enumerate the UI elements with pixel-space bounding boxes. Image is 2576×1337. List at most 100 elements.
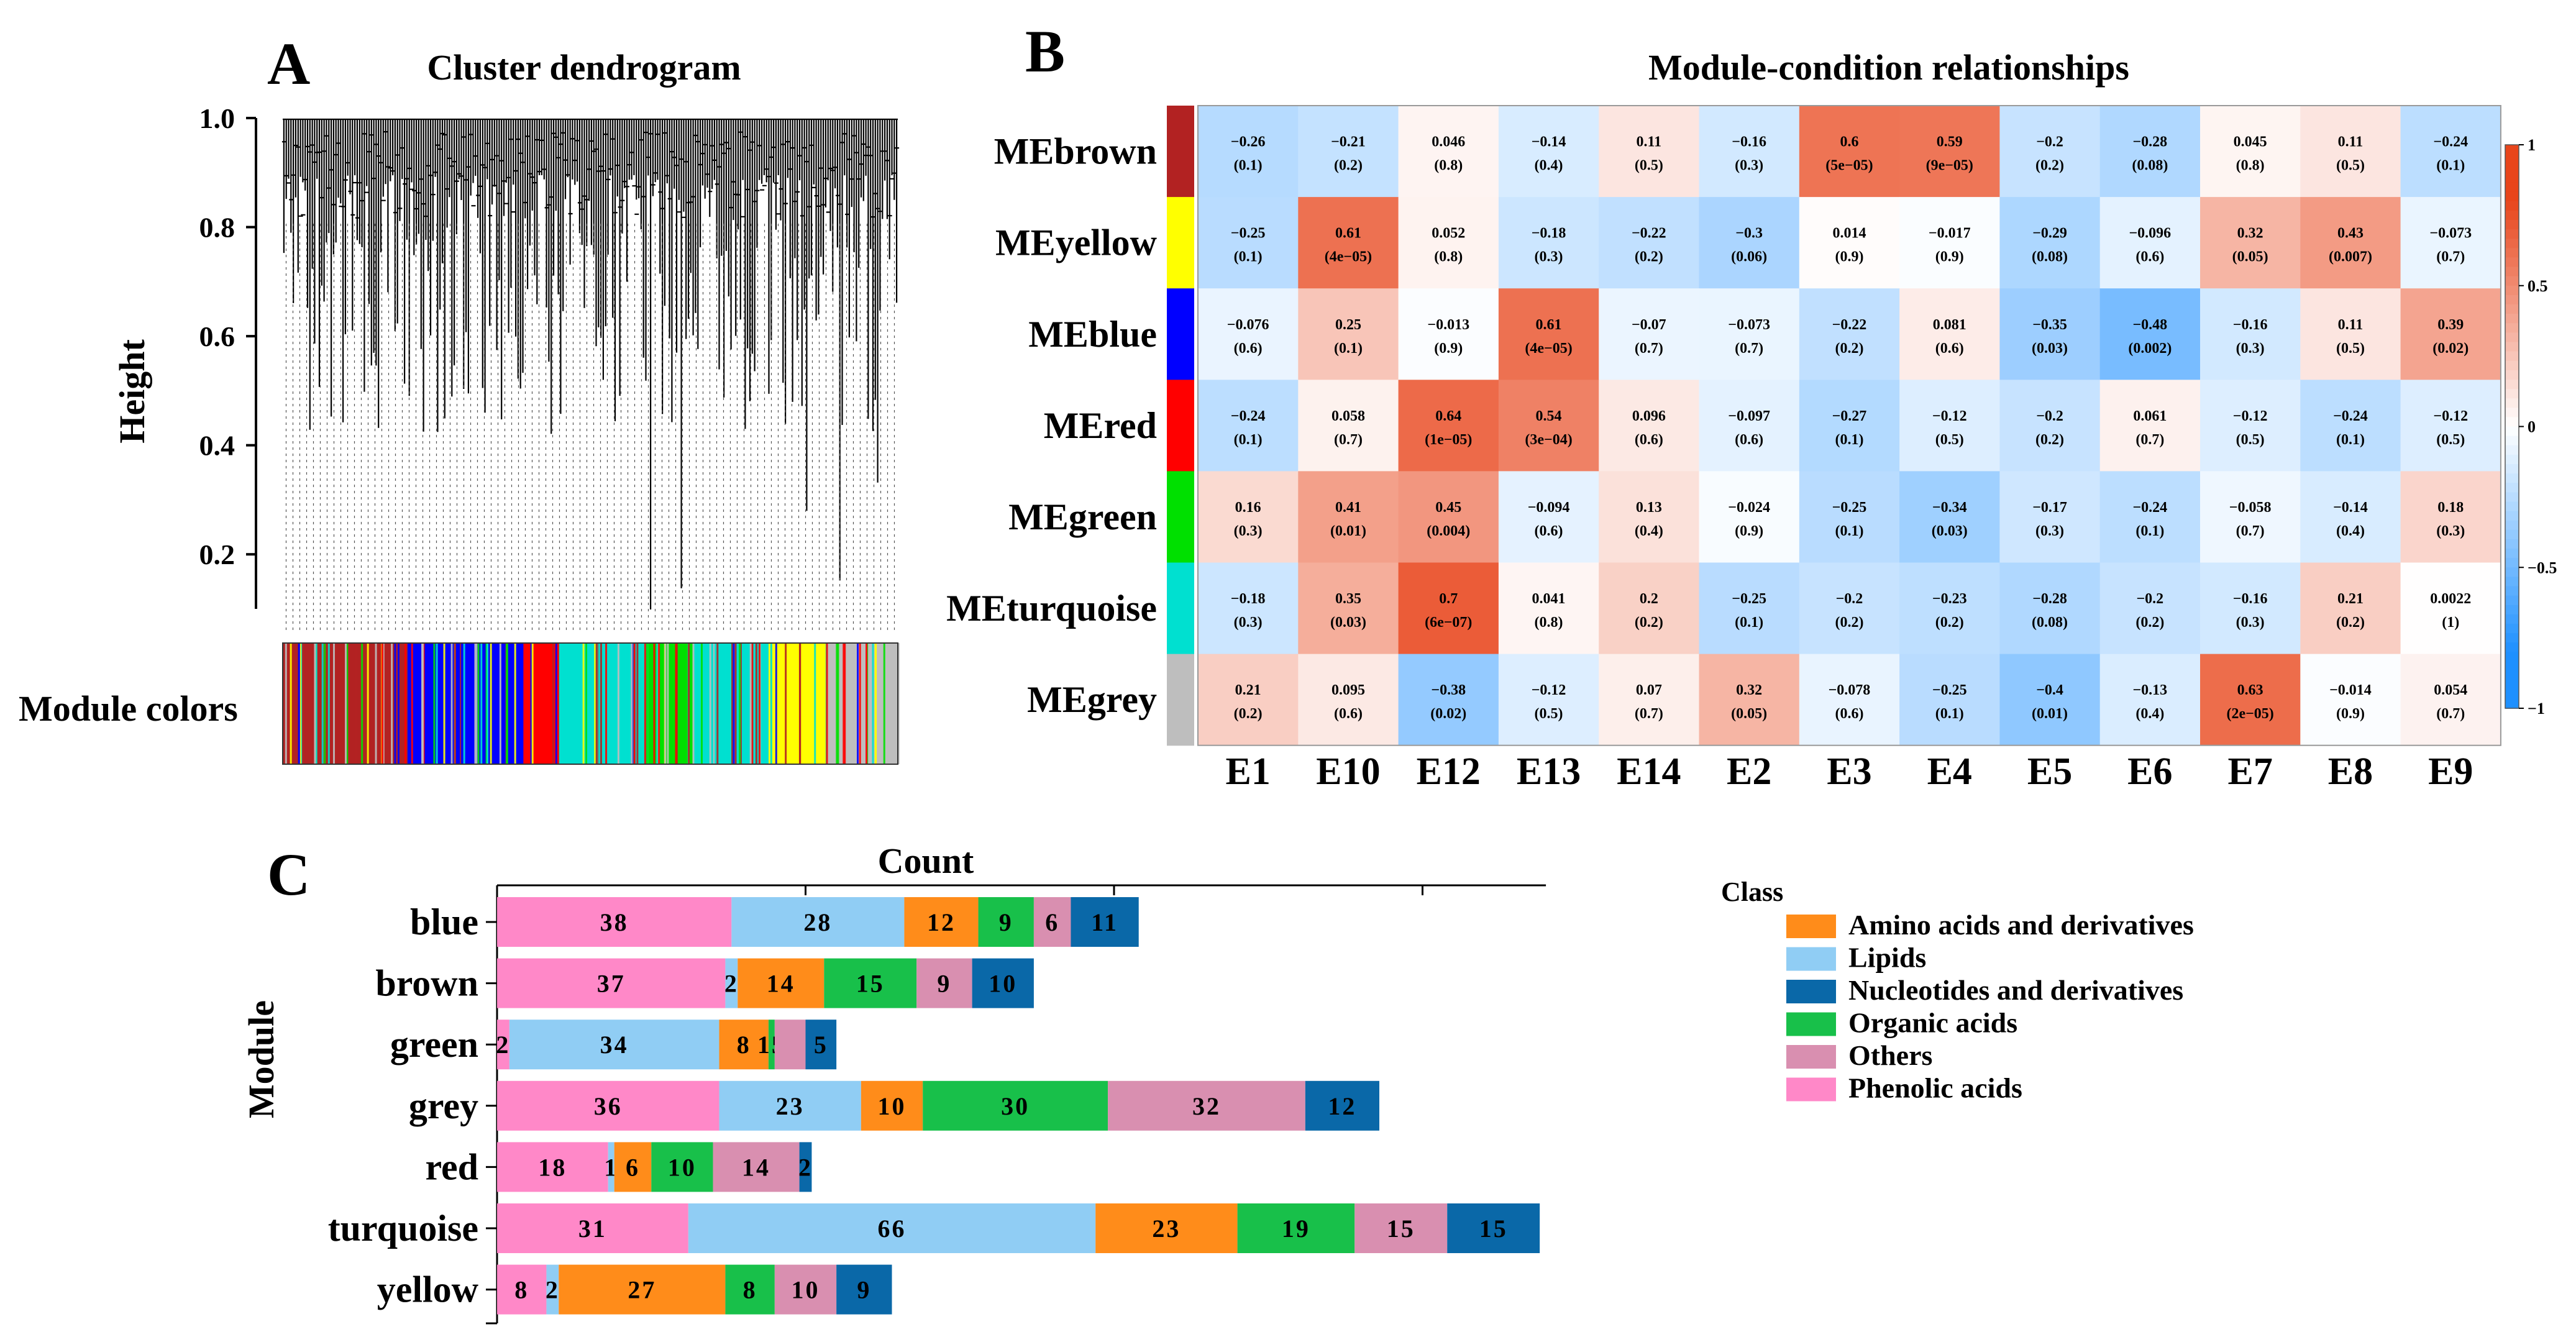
heatmap-row-color-bar <box>1167 106 1194 746</box>
module-stripe <box>646 643 648 764</box>
bar-segment-label: 10 <box>792 1276 820 1304</box>
scale-step <box>2505 558 2519 568</box>
heat-cell-value: −0.24 <box>2333 408 2368 424</box>
scale-step <box>2505 201 2519 211</box>
scale-step <box>2505 520 2519 531</box>
heat-cell-pvalue: (0.05) <box>2232 249 2268 265</box>
scale-step <box>2505 689 2519 700</box>
heat-cell-value: 0.046 <box>1432 134 1465 150</box>
bar-x-label: Count <box>878 841 974 881</box>
heat-cell-value: −0.16 <box>2233 591 2268 607</box>
module-stripe <box>463 643 465 764</box>
heat-cell <box>2300 288 2401 380</box>
bar-segment-label: 11 <box>1091 908 1118 936</box>
heat-cell <box>2300 106 2401 198</box>
y-tick-label-0: 1.0 <box>199 103 235 134</box>
module-stripe <box>814 643 816 764</box>
bar-segment-label: 30 <box>1001 1092 1030 1120</box>
module-stripe <box>866 643 868 764</box>
bar-segment <box>972 958 1034 1008</box>
heat-cell-pvalue: (3e−04) <box>1525 432 1572 448</box>
module-stripe <box>302 643 304 764</box>
heat-cell-value: 0.6 <box>1840 134 1858 150</box>
bar-category-label: green <box>390 1024 478 1065</box>
heat-cell <box>1999 288 2101 380</box>
row-color-green <box>1167 471 1194 564</box>
heat-cell-value: −0.058 <box>2229 500 2272 516</box>
heat-cell-pvalue: (0.5) <box>1935 432 1964 448</box>
module-stripe <box>600 643 602 764</box>
scale-step <box>2505 276 2519 286</box>
heat-cell <box>1198 380 1299 472</box>
bar-segment-label: 9 <box>937 970 951 998</box>
scale-step <box>2505 652 2519 662</box>
bar-segment <box>861 1080 923 1131</box>
heat-col-label: E12 <box>1417 751 1481 793</box>
bar-segment-label: 5 <box>814 1031 828 1059</box>
heat-cell-value: −0.23 <box>1932 591 1967 607</box>
bar-segment-label: 37 <box>597 970 626 998</box>
heat-cell-value: 0.32 <box>1736 682 1762 698</box>
heat-cell-value: −0.48 <box>2133 317 2168 333</box>
bar-segment-label: 32 <box>1192 1092 1221 1120</box>
module-stripe <box>897 643 900 764</box>
heat-cell-value: −0.12 <box>1932 408 1967 424</box>
heat-cell-pvalue: (0.3) <box>1735 158 1763 174</box>
bar-segment <box>497 1203 688 1253</box>
dendrogram-branches <box>281 118 900 609</box>
module-band-green <box>648 643 693 764</box>
heat-col-label: E7 <box>2227 751 2272 793</box>
scale-tick-label: 1 <box>2528 136 2536 154</box>
heat-cell <box>1999 654 2101 746</box>
heat-cell <box>1498 106 1599 198</box>
module-stripe <box>361 643 363 764</box>
module-stripe <box>801 643 803 764</box>
module-stripe <box>739 643 742 764</box>
heat-col-label: E1 <box>1225 751 1270 793</box>
module-stripe <box>477 643 480 764</box>
heat-cell <box>1498 380 1599 472</box>
heat-cell-pvalue: (0.3) <box>2436 523 2465 539</box>
heat-col-label: E2 <box>1727 751 1771 793</box>
scale-step <box>2505 586 2519 596</box>
row-color-turquoise <box>1167 562 1194 655</box>
panel-b-heatmap: B Module-condition relationships −0.26 (0… <box>946 18 2557 793</box>
heat-cell-value: 0.25 <box>1335 317 1361 333</box>
module-stripe <box>749 643 752 764</box>
heat-cell-pvalue: (0.3) <box>2236 614 2265 631</box>
scale-step <box>2505 389 2519 399</box>
module-stripe <box>552 643 555 764</box>
heat-cell <box>1198 654 1299 746</box>
heat-cell-pvalue: (0.9) <box>1935 249 1964 265</box>
bar-segment <box>1305 1080 1379 1131</box>
scale-step <box>2505 229 2519 239</box>
scale-step <box>2505 445 2519 455</box>
module-stripe <box>872 643 874 764</box>
module-stripe <box>837 643 839 764</box>
legend-label: Organic acids <box>1848 1007 2017 1039</box>
scale-step <box>2505 294 2519 305</box>
heat-cell <box>2099 380 2201 472</box>
heat-cell-value: 0.07 <box>1636 682 1662 698</box>
heat-cell-pvalue: (0.6) <box>2135 249 2164 265</box>
heat-cell-value: −0.34 <box>1932 500 1967 516</box>
heat-cell-value: −0.35 <box>2032 317 2067 333</box>
scale-step <box>2505 642 2519 653</box>
heat-cell-value: −0.2 <box>1836 591 1863 607</box>
bar-category-label: brown <box>375 963 478 1004</box>
module-stripe <box>675 643 677 764</box>
heat-cell <box>2200 654 2301 746</box>
module-stripe <box>475 643 478 764</box>
heat-cell <box>2099 654 2201 746</box>
heat-cell-value: 0.32 <box>2237 226 2263 242</box>
heat-col-label: E14 <box>1617 751 1681 793</box>
heat-cell-pvalue: (0.9) <box>2336 706 2365 722</box>
bar-segment-label: 19 <box>1282 1215 1310 1243</box>
heat-cell-pvalue: (0.6) <box>1334 706 1363 722</box>
heat-cell <box>1799 562 1900 655</box>
heat-cell-value: 0.54 <box>1536 408 1562 424</box>
heat-cell <box>1899 106 2000 198</box>
module-stripe <box>285 643 287 764</box>
scale-step <box>2505 332 2519 343</box>
heat-cell <box>2400 562 2501 655</box>
